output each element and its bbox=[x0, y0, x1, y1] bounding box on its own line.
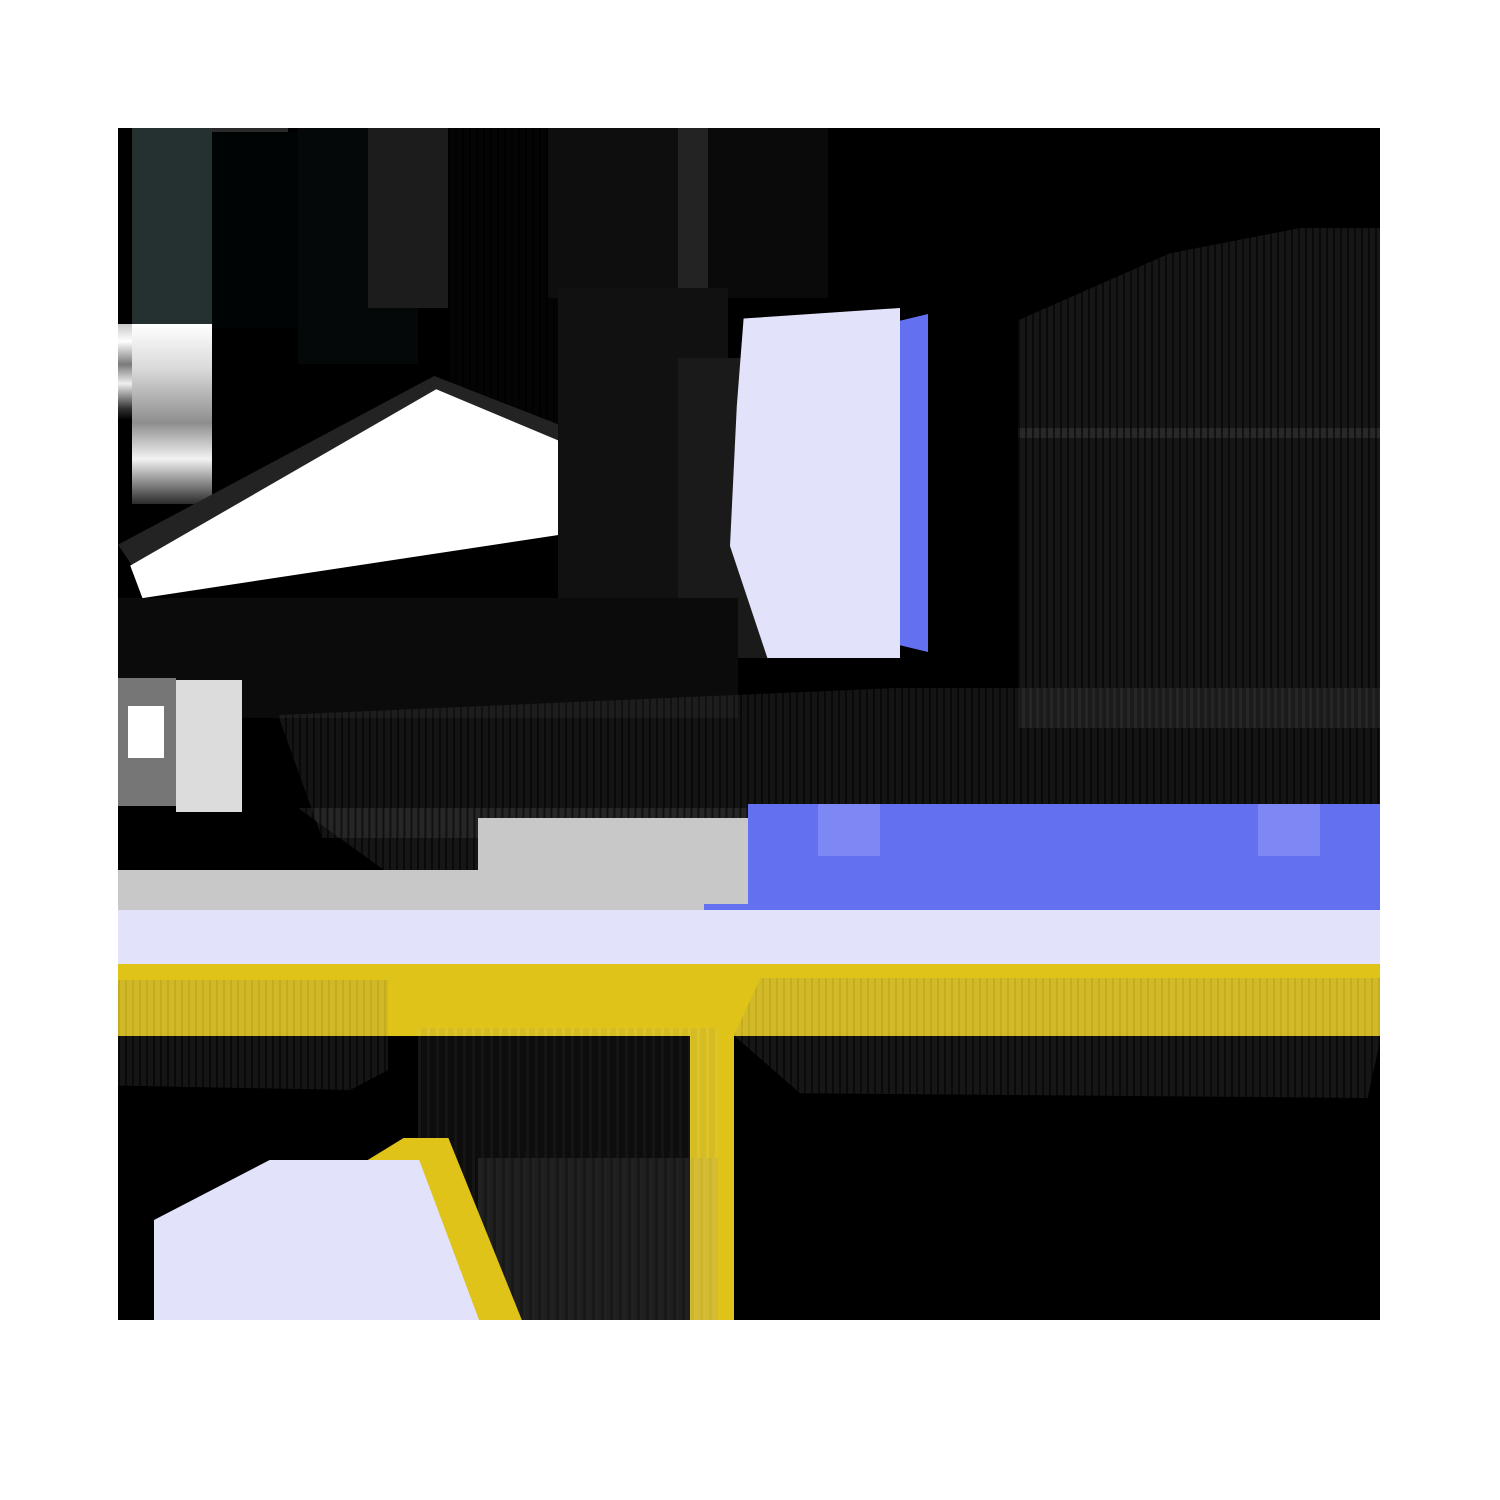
footer-block-mid-lower bbox=[478, 1158, 718, 1320]
gradient-strip-inner bbox=[132, 324, 212, 504]
content-canvas bbox=[118, 128, 1380, 1320]
yellow-vertical-stem bbox=[690, 964, 734, 1320]
indigo-accent-bar[interactable] bbox=[900, 314, 928, 652]
footer-text-right bbox=[734, 978, 1380, 1098]
header-slab-c bbox=[368, 128, 448, 308]
header-rule bbox=[212, 128, 288, 132]
blue-highlight-b bbox=[1258, 804, 1320, 856]
light-grey-block-b bbox=[118, 870, 748, 910]
footer-text-left bbox=[118, 980, 388, 1090]
chip-adjacent-block bbox=[176, 680, 242, 812]
lavender-panel[interactable] bbox=[730, 308, 900, 658]
header-slab-edge bbox=[118, 128, 132, 328]
text-band-1 bbox=[1018, 228, 1380, 438]
text-band-2 bbox=[1018, 428, 1380, 728]
header-slab-teal bbox=[132, 128, 212, 328]
pale-separator-strip bbox=[118, 910, 1380, 964]
chip-thumbnail bbox=[128, 706, 164, 758]
blue-highlight-a bbox=[818, 804, 880, 856]
yellow-divider-rule bbox=[118, 964, 1380, 1036]
